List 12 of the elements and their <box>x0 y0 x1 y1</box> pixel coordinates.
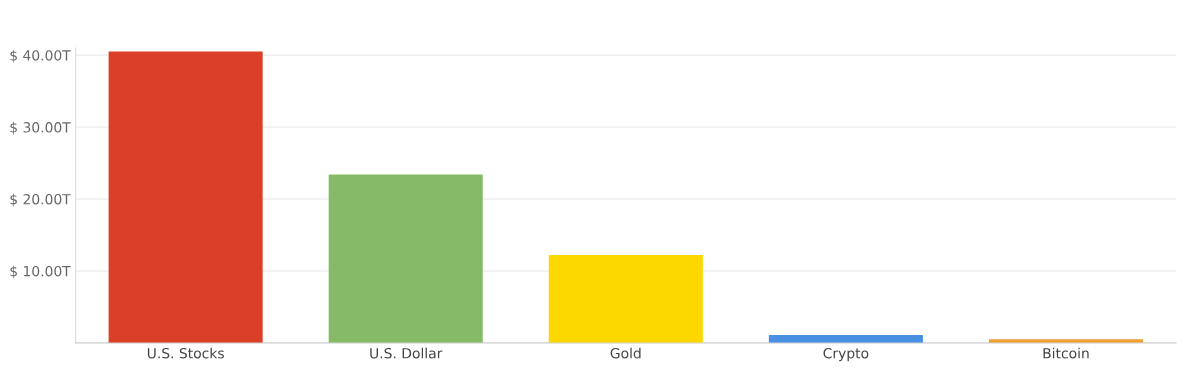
x-tick-label: Bitcoin <box>1043 347 1089 359</box>
bar <box>108 51 263 343</box>
x-tick-label: U.S. Stocks <box>147 347 224 359</box>
y-tick-label: $ 40.00T <box>10 49 71 63</box>
bar <box>328 174 483 343</box>
y-tick-label: $ 30.00T <box>10 121 71 135</box>
x-tick-label: U.S. Dollar <box>370 347 443 359</box>
x-tick-label: Crypto <box>823 347 869 362</box>
x-tick-label: Gold <box>610 347 641 359</box>
y-tick-label: $ 10.00T <box>10 265 71 279</box>
bar <box>548 255 703 343</box>
y-tick-label: $ 20.00T <box>10 193 71 207</box>
